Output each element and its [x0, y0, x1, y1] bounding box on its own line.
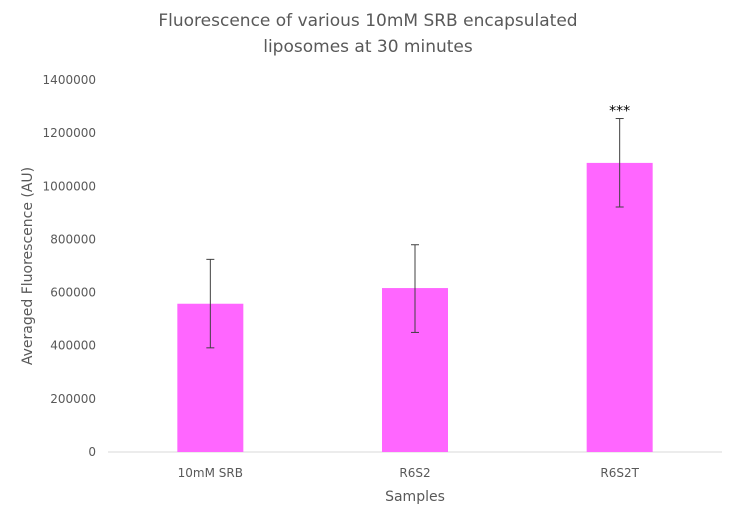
significance-annotation: *** [609, 104, 630, 120]
y-tick-label: 1000000 [43, 179, 96, 193]
y-tick-label: 600000 [50, 286, 96, 300]
chart-title-line-1: Fluorescence of various 10mM SRB encapsu… [158, 11, 577, 31]
x-axis-label: Samples [385, 489, 445, 505]
error-bar [615, 118, 624, 208]
bar [586, 162, 653, 452]
y-tick-label: 0 [88, 445, 96, 459]
x-tick-label: R6S2 [399, 466, 430, 480]
y-tick-label: 800000 [50, 232, 96, 246]
y-tick-label: 400000 [50, 339, 96, 353]
x-tick-label: R6S2T [600, 466, 639, 480]
chart-title-line-2: liposomes at 30 minutes [263, 37, 473, 57]
y-tick-label: 1400000 [43, 73, 96, 87]
x-tick-label: 10mM SRB [178, 466, 243, 480]
y-tick-label: 200000 [50, 392, 96, 406]
y-axis-ticks: 0 200000 400000 600000 800000 1000000 1200000 1… [43, 73, 96, 459]
x-axis-ticks: 10mM SRB R6S2 R6S2T [178, 466, 640, 480]
error-bar [411, 244, 419, 333]
error-bar [206, 258, 215, 349]
y-axis-label: Averaged Fluorescence (AU) [20, 167, 36, 365]
bars: *** [177, 104, 653, 452]
y-tick-label: 1200000 [43, 126, 96, 140]
